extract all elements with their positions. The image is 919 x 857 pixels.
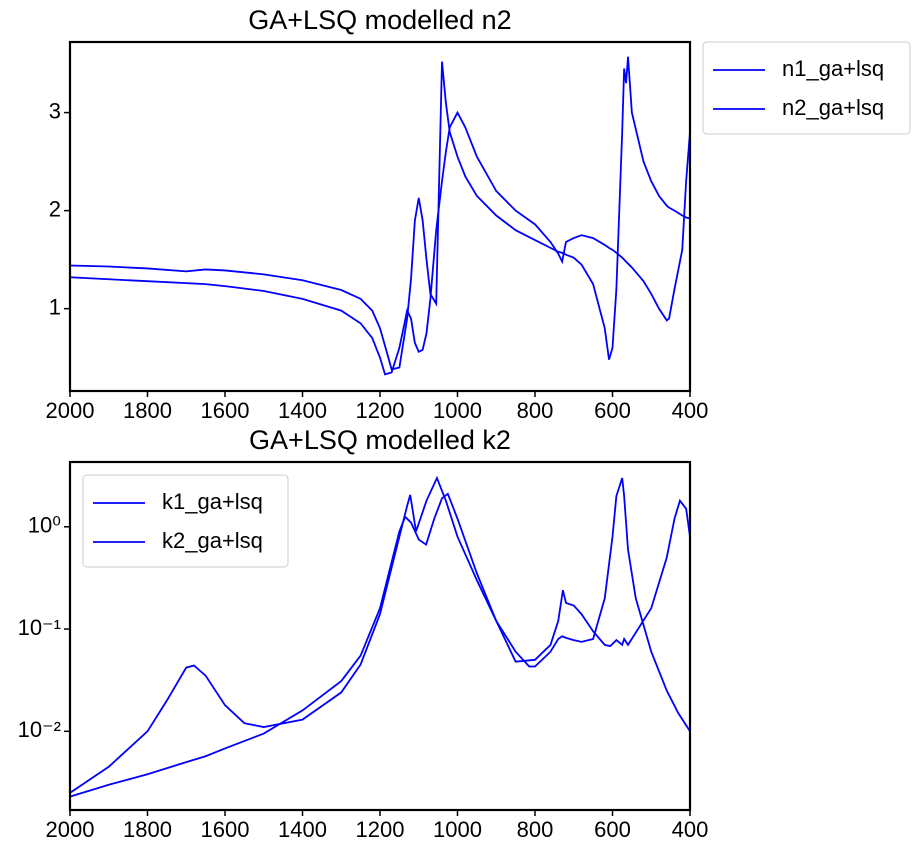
x-tick-label: 1800 <box>123 817 172 842</box>
legend-box <box>82 474 289 568</box>
x-tick-label: 2000 <box>46 817 95 842</box>
y-tick-label: 10⁻² <box>18 717 61 742</box>
y-tick-label: 10⁰ <box>28 513 61 538</box>
plot-frame <box>68 40 692 393</box>
x-tick-label: 1000 <box>433 817 482 842</box>
legend-box <box>702 41 911 135</box>
legend-label: k1_ga+lsq <box>162 489 263 514</box>
x-tick-label: 1000 <box>433 398 482 423</box>
chart-title: GA+LSQ modelled n2 <box>248 5 511 35</box>
data-line <box>69 56 691 371</box>
x-tick-label: 1600 <box>201 817 250 842</box>
x-tick-label: 1200 <box>356 817 405 842</box>
chart-title: GA+LSQ modelled k2 <box>249 425 511 455</box>
plot-frame <box>68 460 692 812</box>
data-line <box>69 110 691 376</box>
x-tick-label: 1400 <box>278 398 327 423</box>
x-tick-label: 800 <box>517 817 554 842</box>
x-tick-label: 2000 <box>46 398 95 423</box>
legend-label: n1_ga+lsq <box>782 56 884 81</box>
y-tick-label: 1 <box>49 294 61 319</box>
legend-label: k2_ga+lsq <box>162 528 263 553</box>
y-tick-label: 2 <box>49 196 61 221</box>
x-tick-label: 1400 <box>278 817 327 842</box>
x-tick-label: 1800 <box>123 398 172 423</box>
x-tick-label: 600 <box>594 817 631 842</box>
x-tick-label: 600 <box>594 398 631 423</box>
x-tick-label: 1600 <box>201 398 250 423</box>
data-line <box>69 475 691 794</box>
x-tick-label: 800 <box>517 398 554 423</box>
data-line <box>69 492 691 798</box>
x-tick-label: 400 <box>672 398 709 423</box>
y-tick-label: 3 <box>49 98 61 123</box>
legend-label: n2_ga+lsq <box>782 95 884 120</box>
x-tick-label: 1200 <box>356 398 405 423</box>
x-tick-label: 400 <box>672 817 709 842</box>
y-tick-label: 10⁻¹ <box>18 615 61 640</box>
